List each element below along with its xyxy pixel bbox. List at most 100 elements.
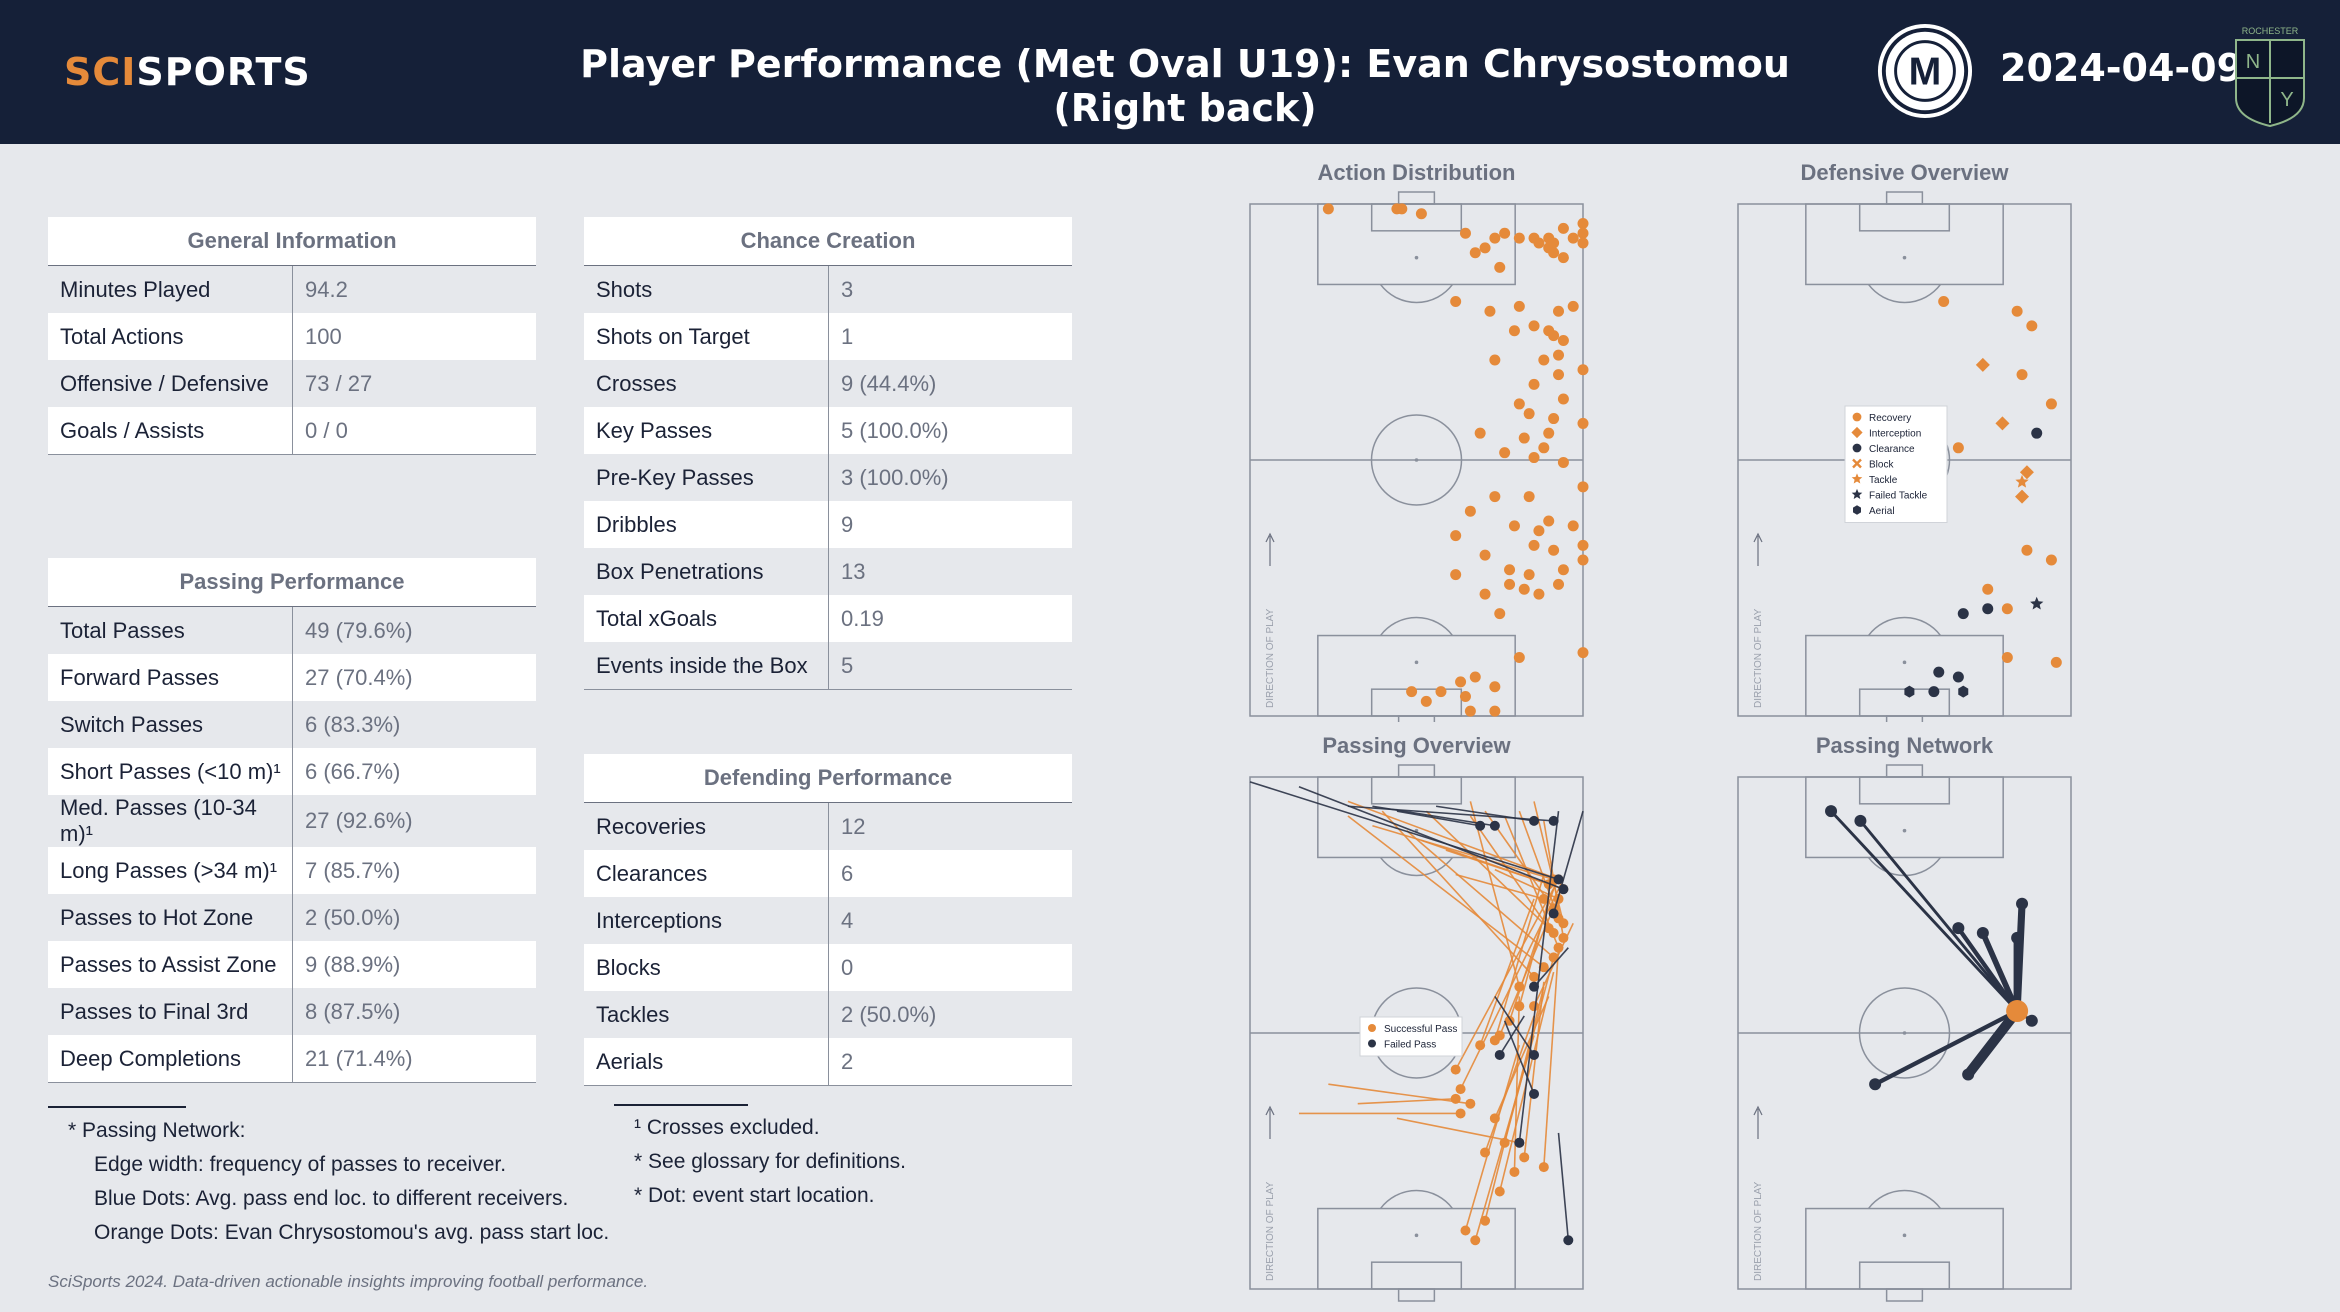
action-dot xyxy=(1464,505,1476,517)
notes-divider xyxy=(48,1106,186,1108)
legend-entry: Failed Tackle xyxy=(1869,491,1928,502)
direction-arrow-head-icon xyxy=(1265,1105,1275,1116)
successful-pass-line xyxy=(1454,879,1560,1070)
pass-start-dot xyxy=(2006,1000,2029,1023)
centre-spot xyxy=(1414,458,1419,462)
action-dot xyxy=(1557,393,1569,405)
note-line: * Dot: event start location. xyxy=(634,1184,875,1207)
centre-spot xyxy=(1902,1031,1907,1035)
failed-pass-dot xyxy=(1548,908,1559,919)
penalty-arc xyxy=(1379,284,1454,304)
action-dot xyxy=(1489,705,1501,717)
action-dot xyxy=(1577,218,1589,230)
successful-pass-line xyxy=(1469,801,1521,987)
action-dot xyxy=(1513,232,1525,244)
stat-label: Forward Passes xyxy=(48,654,293,701)
receiver-dot xyxy=(2025,1014,2038,1027)
goal xyxy=(1885,764,1924,778)
stat-value: 27 (70.4%) xyxy=(292,654,536,701)
centre-circle xyxy=(1370,414,1463,506)
marker-recovery xyxy=(2045,554,2057,566)
stat-label: Goals / Assists xyxy=(48,407,293,455)
stat-label: Shots xyxy=(584,265,829,313)
action-dot xyxy=(1464,705,1476,717)
action-dot xyxy=(1518,432,1530,444)
successful-pass-dot xyxy=(1519,1152,1530,1163)
stat-label: Aerials xyxy=(584,1038,829,1086)
note-line: Orange Dots: Evan Chrysostomou's avg. pa… xyxy=(94,1221,610,1244)
action-dot xyxy=(1479,242,1491,254)
stat-label: Passes to Hot Zone xyxy=(48,894,293,941)
action-dot xyxy=(1577,647,1589,659)
successful-pass-line xyxy=(1459,879,1565,1090)
table-title: Chance Creation xyxy=(584,217,1072,266)
action-dot xyxy=(1577,481,1589,493)
legend-marker-failed xyxy=(1368,1039,1376,1048)
successful-pass-dot xyxy=(1455,1084,1466,1095)
action-dot xyxy=(1406,686,1418,698)
stat-value: 4 xyxy=(828,897,1072,944)
penalty-arc xyxy=(1379,1189,1454,1209)
action-dot xyxy=(1567,520,1579,532)
stat-value: 100 xyxy=(292,313,536,360)
stat-label: Tackles xyxy=(584,991,829,1038)
successful-pass-line xyxy=(1396,1117,1520,1144)
action-dot xyxy=(1513,398,1525,410)
stat-label: Shots on Target xyxy=(584,313,829,360)
failed-pass-line xyxy=(1557,1132,1570,1241)
goal xyxy=(1397,191,1436,205)
action-dot xyxy=(1489,232,1501,244)
direction-label: DIRECTION OF PLAY xyxy=(1265,1181,1276,1281)
successful-pass-dot xyxy=(1460,1225,1471,1236)
penalty-spot xyxy=(1414,255,1419,260)
stat-label: Total xGoals xyxy=(584,595,829,642)
action-dot xyxy=(1538,354,1550,366)
receiver-dot xyxy=(1854,814,1867,827)
marker-aerial xyxy=(1958,685,1969,698)
stat-label: Total Passes xyxy=(48,606,293,654)
action-dot xyxy=(1513,300,1525,312)
penalty-spot xyxy=(1414,660,1419,665)
successful-pass-dot xyxy=(1509,1166,1520,1177)
action-dot xyxy=(1459,690,1471,702)
action-dot xyxy=(1528,320,1540,332)
stat-value: 6 xyxy=(828,850,1072,897)
penalty-arc xyxy=(1867,616,1942,636)
action-dot xyxy=(1557,252,1569,264)
failed-pass-dot xyxy=(1529,815,1540,826)
penalty-spot xyxy=(1902,828,1907,833)
table-title: Defending Performance xyxy=(584,754,1072,803)
network-notes: * Passing Network: Edge width: frequency… xyxy=(68,1114,609,1250)
club-crest-letter: M xyxy=(1909,51,1942,94)
failed-pass-line xyxy=(1249,781,1559,881)
successful-pass-dot xyxy=(1455,1108,1466,1119)
network-edge xyxy=(1963,1006,2023,1080)
action-dot xyxy=(1435,686,1447,698)
marker-failed-tackle xyxy=(1851,488,1863,499)
stat-label: Deep Completions xyxy=(48,1035,293,1083)
action-dot xyxy=(1504,578,1516,590)
passing-performance-table: Passing Performance Total Passes 49 (79.6… xyxy=(48,558,536,1083)
action-dot xyxy=(1557,222,1569,234)
chart-title: Action Distribution xyxy=(1318,160,1516,185)
receiver-dot xyxy=(1962,1068,1975,1081)
failed-pass-line xyxy=(1503,1020,1535,1095)
defensive-overview-chart: Defensive Overview DIRECTION OF PLAY Recov… xyxy=(1737,160,2072,722)
action-dot xyxy=(1484,305,1496,317)
legend-entry: Recovery xyxy=(1869,413,1911,424)
successful-pass-line xyxy=(1381,810,1535,978)
failed-pass-dot xyxy=(1529,1049,1540,1060)
marker-clearance xyxy=(1928,686,1940,698)
receiver-dot xyxy=(1952,922,1965,935)
scisports-logo: SCISPORTS xyxy=(64,50,311,94)
stat-value: 13 xyxy=(828,548,1072,595)
action-dot xyxy=(1489,681,1501,693)
successful-pass-line xyxy=(1474,1035,1535,1241)
stat-value: 3 xyxy=(828,265,1072,313)
brand-sci: SCI xyxy=(64,50,137,94)
legend-entry: Interception xyxy=(1869,429,1921,440)
action-dot xyxy=(1533,237,1545,249)
successful-pass-dot xyxy=(1470,1235,1481,1246)
stat-label: Passes to Final 3rd xyxy=(48,988,293,1035)
stat-label: Minutes Played xyxy=(48,265,293,313)
